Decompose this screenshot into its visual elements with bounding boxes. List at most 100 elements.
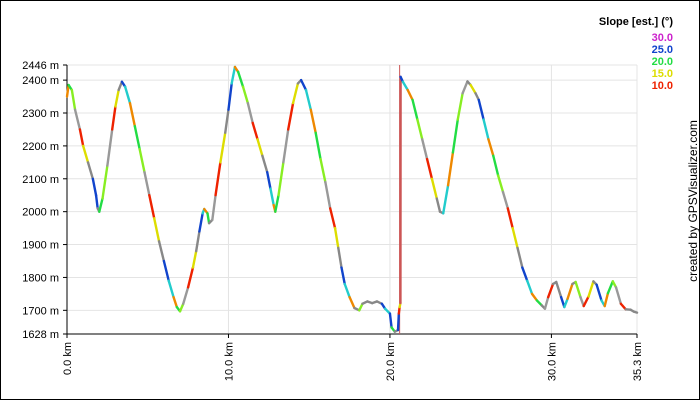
y-tick-label: 1628 m [22, 329, 59, 341]
elevation-segment [487, 138, 495, 157]
elevation-segment [261, 154, 269, 174]
elevation-segment [123, 85, 132, 105]
elevation-segment [324, 180, 332, 210]
x-tick-label: 30.0 km [546, 342, 558, 381]
elevation-segment [162, 259, 170, 282]
elevation-segment [198, 212, 204, 233]
elevation-segment [143, 171, 151, 197]
elevation-segment [152, 217, 161, 243]
elevation-segment [70, 88, 77, 111]
elevation-segment [435, 197, 442, 213]
elevation-segment [348, 295, 356, 310]
x-tick-label: 35.3 km [632, 342, 644, 381]
elevation-segment [178, 302, 185, 313]
y-tick-label: 2100 m [22, 174, 59, 186]
elevation-segment [469, 83, 477, 95]
elevation-segment [78, 128, 85, 148]
y-tick-label: 2000 m [22, 207, 59, 219]
elevation-segment [442, 184, 450, 215]
elevation-segment [94, 194, 99, 210]
slope-legend: Slope [est.] (°) 30.025.020.015.010.0 [599, 16, 673, 92]
elevation-segment [133, 124, 141, 151]
elevation-segment [224, 108, 230, 134]
elevation-segment [456, 92, 464, 121]
elevation-segment [214, 161, 222, 197]
elevation-segment [157, 240, 166, 263]
x-tick-label: 10.0 km [223, 342, 235, 381]
elevation-segment [65, 83, 70, 98]
elevation-segment [236, 70, 245, 88]
x-tick-label: 0.0 km [62, 342, 74, 375]
grid-lines [66, 64, 638, 335]
y-tick-label: 2200 m [22, 141, 59, 153]
elevation-segment [167, 279, 175, 299]
elevation-segment [340, 266, 346, 286]
elevation-series [65, 65, 639, 333]
elevation-segment [148, 194, 156, 220]
elevation-segment [277, 161, 285, 197]
elevation-segment [492, 154, 500, 177]
elevation-segment [603, 292, 610, 308]
elevation-segment [530, 292, 539, 302]
elevation-segment [421, 138, 429, 161]
elevation-segment [501, 190, 510, 210]
elevation-segment [138, 147, 146, 174]
y-tick-label: 1700 m [22, 305, 59, 317]
elevation-segment [482, 118, 490, 141]
elevation-segment [98, 197, 104, 213]
y-tick-label: 2400 m [22, 75, 59, 87]
elevation-segment [401, 80, 409, 92]
elevation-segment [114, 88, 120, 108]
legend-item: 25.0 [652, 44, 673, 56]
elevation-segment [496, 174, 505, 194]
elevation-segment [282, 128, 290, 164]
x-tick-label: 20.0 km [385, 342, 397, 381]
elevation-segment [619, 302, 627, 311]
credit-label: created by GPSVisualizer.com [686, 120, 700, 282]
elevation-segment [191, 249, 198, 269]
elevation-segment [337, 246, 343, 269]
elevation-segment [287, 101, 295, 131]
elevation-segment [474, 92, 480, 102]
elevation-segment [106, 128, 114, 167]
y-tick-label: 1800 m [22, 272, 59, 284]
elevation-segment [606, 280, 614, 295]
elevation-segment [251, 121, 259, 141]
y-tick-label: 2300 m [22, 108, 59, 120]
elevation-segment [521, 266, 529, 282]
y-tick-label: 2446 m [22, 60, 59, 72]
elevation-segment [269, 187, 275, 207]
elevation-segment [406, 88, 414, 102]
elevation-segment [91, 177, 98, 197]
elevation-segment [587, 280, 595, 298]
elevation-segment [333, 226, 340, 250]
elevation-segment [128, 101, 137, 128]
elevation-segment [546, 282, 555, 299]
elevation-segment [182, 286, 190, 305]
y-tick-label: 1900 m [22, 240, 59, 252]
elevation-segment [416, 118, 424, 141]
elevation-segment [172, 295, 179, 309]
elevation-segment [101, 164, 109, 200]
elevation-segment [304, 88, 313, 111]
elevation-segment [73, 108, 82, 131]
elevation-segment [425, 157, 434, 180]
elevation-segment [246, 101, 254, 125]
elevation-segment [388, 312, 393, 329]
elevation-segment [219, 131, 227, 164]
elevation-segment [319, 157, 327, 184]
elevation-segment [632, 310, 639, 314]
elevation-segment [274, 194, 280, 213]
elevation-segment [230, 65, 237, 85]
elevation-segment [86, 161, 95, 180]
elevation-segment [358, 302, 364, 312]
elevation-segment [543, 295, 550, 310]
elevation-segment [291, 82, 300, 105]
elevation-segment [227, 82, 233, 111]
legend-item: 20.0 [652, 56, 673, 68]
elevation-segment [194, 230, 201, 253]
elevation-segment [343, 282, 351, 299]
elevation-segment [574, 280, 582, 299]
